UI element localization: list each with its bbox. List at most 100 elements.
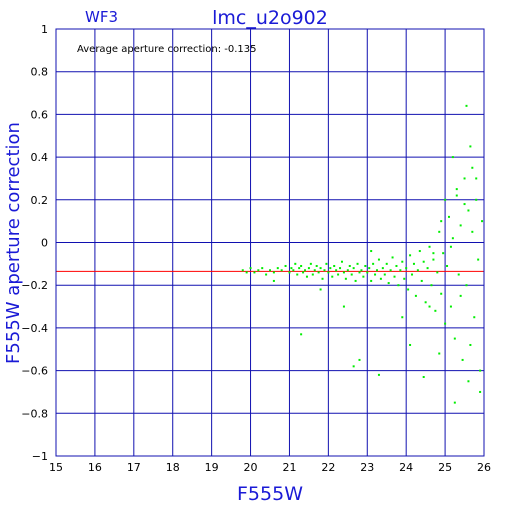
data-point [471, 166, 474, 169]
y-tick-label: 1 [41, 23, 48, 36]
data-point [409, 343, 412, 346]
data-point [418, 250, 421, 253]
data-point [342, 305, 345, 308]
data-point [469, 343, 472, 346]
data-point [455, 194, 458, 197]
data-point [368, 267, 371, 270]
data-point [245, 271, 248, 274]
data-point [366, 271, 369, 274]
data-point [401, 316, 404, 319]
data-point [434, 309, 437, 312]
data-point [420, 279, 423, 282]
data-point [272, 279, 275, 282]
data-point [467, 209, 470, 212]
y-tick-label: 0.8 [31, 66, 49, 79]
data-point [302, 271, 305, 274]
y-tick-label: −0.2 [21, 279, 48, 292]
data-point [463, 177, 466, 180]
data-point [428, 305, 431, 308]
data-point [405, 267, 408, 270]
data-point [377, 373, 380, 376]
data-point [447, 215, 450, 218]
data-point [362, 275, 365, 278]
data-point [304, 269, 307, 272]
chart-title: lmc_u2o902 [212, 7, 328, 29]
data-point [317, 271, 320, 274]
y-tick-label: −0.4 [21, 322, 48, 335]
data-point [463, 203, 466, 206]
x-tick-label: 21 [282, 461, 296, 474]
average-annotation: Average aperture correction: -0.135 [77, 44, 257, 55]
data-point [376, 269, 378, 272]
data-point [475, 177, 478, 180]
data-point [467, 380, 470, 383]
data-point [298, 267, 301, 270]
data-point [358, 271, 361, 274]
data-point [294, 262, 297, 265]
data-point [451, 156, 454, 159]
data-point [370, 250, 373, 253]
data-point [257, 269, 260, 272]
x-axis-label: F555W [237, 483, 303, 505]
data-point [344, 277, 347, 280]
x-tick-label: 22 [321, 461, 335, 474]
data-point [409, 254, 412, 257]
data-point [249, 267, 252, 270]
data-point [412, 262, 415, 265]
data-point [315, 264, 318, 267]
x-tick-label: 16 [88, 461, 102, 474]
data-point [465, 104, 468, 107]
data-point [340, 260, 343, 263]
data-point [422, 260, 425, 263]
data-point [307, 267, 310, 270]
data-point [453, 337, 456, 340]
data-point [276, 267, 279, 270]
data-point [331, 275, 334, 278]
data-points [241, 104, 484, 404]
data-point [385, 262, 388, 265]
data-point [321, 277, 324, 280]
y-tick-label: 0.2 [31, 194, 49, 207]
data-point [438, 352, 441, 355]
data-point [381, 267, 384, 270]
data-point [442, 252, 445, 255]
data-point [356, 262, 359, 265]
data-point [449, 305, 452, 308]
panel-label: WF3 [85, 8, 118, 26]
data-point [253, 271, 256, 274]
data-point [471, 230, 474, 233]
data-point [337, 273, 340, 276]
data-point [325, 262, 328, 265]
data-point [424, 301, 427, 304]
data-point [465, 284, 468, 287]
data-point [444, 322, 447, 325]
data-point [430, 284, 433, 287]
x-tick-label: 25 [438, 461, 452, 474]
data-point [319, 288, 322, 291]
data-point [352, 365, 355, 368]
x-tick-label: 15 [49, 461, 63, 474]
data-point [416, 269, 419, 272]
data-point [370, 279, 373, 282]
data-point [395, 264, 398, 267]
data-point [354, 279, 357, 282]
data-point [479, 390, 482, 393]
data-point [374, 273, 377, 276]
data-point [269, 269, 271, 272]
data-point [364, 264, 367, 267]
data-point [327, 271, 330, 274]
data-point [426, 267, 429, 270]
data-point [346, 269, 349, 272]
data-point [383, 273, 386, 276]
data-point [455, 188, 458, 191]
x-tick-label: 19 [205, 461, 219, 474]
x-tick-label: 17 [127, 461, 141, 474]
data-point [432, 258, 435, 261]
x-tick-label: 23 [360, 461, 374, 474]
data-point [333, 264, 336, 267]
data-point [451, 237, 454, 240]
data-point [422, 376, 425, 379]
data-point [300, 333, 303, 336]
data-point [360, 269, 363, 272]
